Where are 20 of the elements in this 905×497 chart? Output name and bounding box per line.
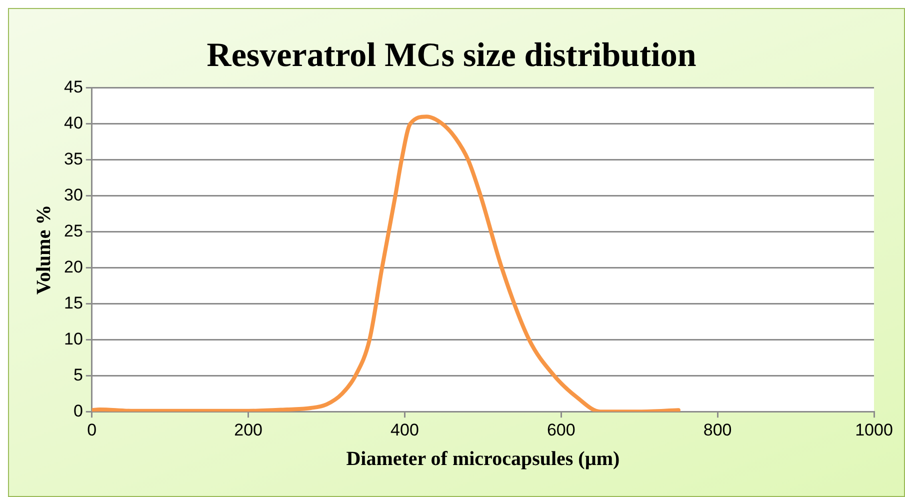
y-tick-label: 35 xyxy=(64,149,83,168)
y-tick-label: 40 xyxy=(64,113,83,132)
y-tick-label: 45 xyxy=(64,77,83,96)
chart-title: Resveratrol MCs size distribution xyxy=(206,37,696,74)
y-tick-label: 30 xyxy=(64,185,83,204)
x-tick-label: 1000 xyxy=(855,420,893,440)
y-axis-title: Volume % xyxy=(33,204,56,295)
y-tick-label: 10 xyxy=(64,329,83,348)
x-tick-label: 0 xyxy=(87,420,97,440)
y-tick-label: 20 xyxy=(64,257,83,276)
x-tick-label: 600 xyxy=(546,420,576,440)
y-tick-label: 15 xyxy=(64,293,83,312)
x-axis-title: Diameter of microcapsules (µm) xyxy=(346,448,620,470)
y-tick-label: 5 xyxy=(73,365,83,384)
x-tick-label: 800 xyxy=(703,420,732,440)
line-series xyxy=(92,114,680,412)
x-tick-label: 200 xyxy=(234,420,263,440)
y-tick-label: 25 xyxy=(64,221,83,240)
x-tick-label: 400 xyxy=(390,420,419,440)
y-tick-label: 0 xyxy=(73,401,83,420)
